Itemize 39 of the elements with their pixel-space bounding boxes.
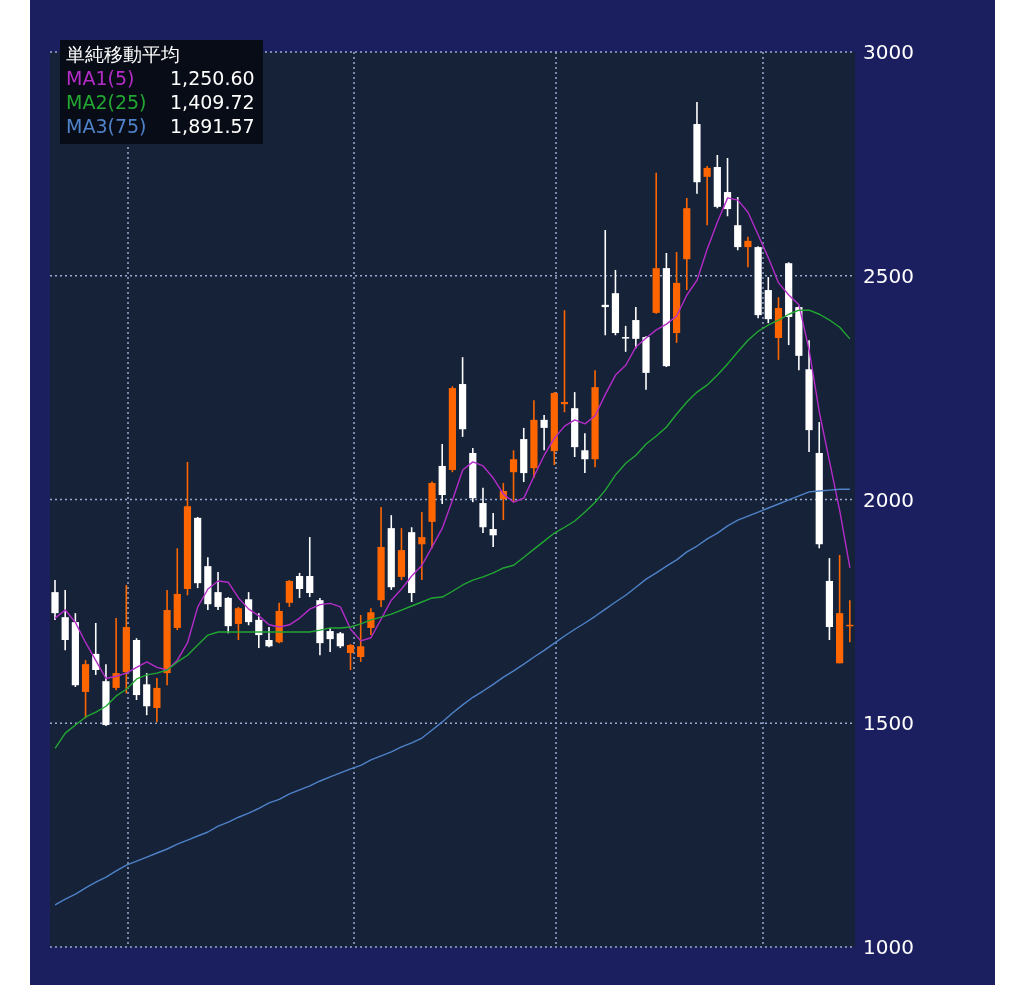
candlestick (306, 536, 314, 598)
candlestick (326, 627, 334, 653)
annotation: 1,250.60 (170, 66, 255, 90)
y-tick-label: 1500 (863, 711, 914, 736)
y-tick-label: 3000 (863, 40, 914, 65)
candlestick (143, 672, 151, 716)
text: MA2(25) (66, 90, 148, 114)
candlestick (346, 643, 355, 671)
candlestick (418, 511, 426, 581)
line-series (54, 309, 851, 750)
y-tick-label: 1000 (863, 935, 914, 960)
candlestick (744, 236, 752, 269)
candlestick (734, 196, 742, 252)
candlestick (509, 449, 518, 503)
candlestick (285, 579, 293, 608)
candlestick (61, 589, 69, 652)
y-tick-label: 2000 (863, 487, 914, 512)
candlestick (295, 572, 304, 599)
candlestick (581, 432, 589, 474)
line-series (54, 488, 851, 906)
text: MA3(75) (66, 114, 148, 138)
candlestick (153, 677, 161, 723)
y-tick-label: 2500 (863, 263, 914, 288)
candlestick (245, 591, 253, 627)
candlestick (622, 325, 630, 353)
candlestick (265, 626, 273, 648)
annotation: 1,409.72 (170, 90, 255, 114)
candlestick (214, 571, 222, 611)
candlestick (703, 165, 711, 226)
legend-title: 単純移動平均 (66, 42, 181, 66)
annotation: 1,891.57 (170, 114, 255, 138)
candlestick (112, 617, 120, 691)
candlestick (51, 579, 59, 621)
text: MA1(5) (66, 66, 136, 90)
candlestick (632, 306, 640, 350)
candlestick (234, 606, 243, 641)
candlestick (489, 512, 497, 548)
candlestick (540, 414, 548, 452)
candlestick (357, 614, 365, 663)
